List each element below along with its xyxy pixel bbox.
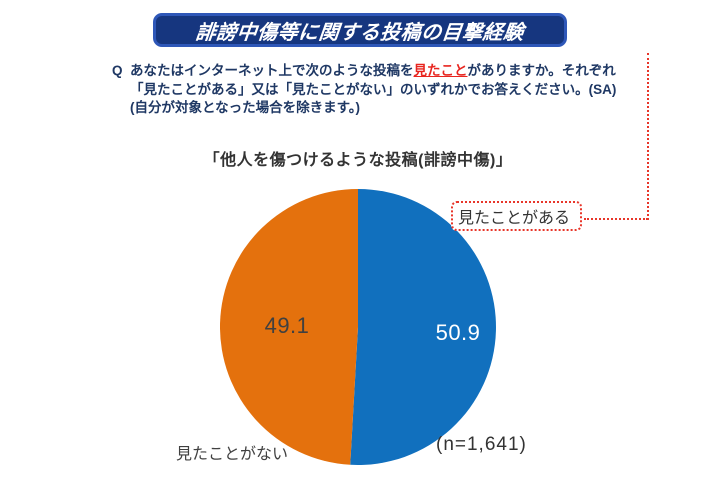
value-label-not-seen: 49.1 [264, 313, 310, 338]
sample-size-label: (n=1,641) [436, 434, 527, 455]
question-block: Q あなたはインターネット上で次のような投稿を見たことがありますか。それぞれ「見… [112, 62, 622, 118]
callout-connector-horizontal [584, 218, 648, 220]
question-marker: Q [112, 63, 123, 78]
question-note: (自分が対象となった場合を除きます。) [130, 100, 360, 115]
page-title: 誹謗中傷等に関する投稿の目撃経験 [194, 21, 525, 44]
chart-title: 「他人を傷つけるような投稿(誹謗中傷)」 [203, 152, 513, 169]
pie-slice-seen [350, 189, 496, 465]
pie-slice-not-seen [220, 189, 358, 465]
question-text-part2: がありますか。それぞれ「見たことがある」又は「見たことがない」のいずれかでお答え… [130, 63, 617, 97]
pie-chart [220, 189, 496, 465]
callout-connector-vertical [647, 53, 649, 220]
title-banner: 誹謗中傷等に関する投稿の目撃経験 [153, 13, 567, 47]
question-text-part1: あなたはインターネット上で次のような投稿を [130, 63, 414, 78]
question-highlight: 見たこと [413, 63, 468, 78]
label-not-seen: 見たことがない [176, 446, 289, 463]
callout-box-seen: 見たことがある [451, 201, 582, 231]
value-label-seen: 50.9 [435, 320, 481, 345]
question-text: あなたはインターネット上で次のような投稿を見たことがありますか。それぞれ「見たこ… [130, 62, 618, 118]
callout-label: 見たことがある [458, 210, 571, 227]
